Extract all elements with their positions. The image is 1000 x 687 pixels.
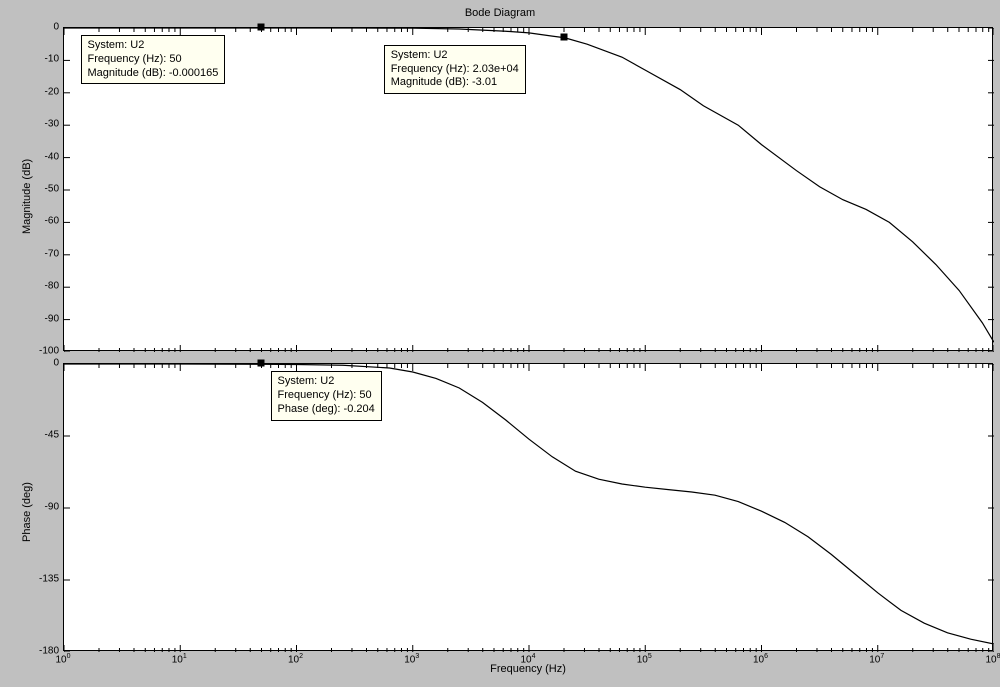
y-tick-label: -10 bbox=[29, 54, 59, 65]
data-cursor-marker[interactable] bbox=[257, 24, 264, 31]
y-tick-label: -50 bbox=[29, 184, 59, 195]
y-tick-label: -90 bbox=[29, 313, 59, 324]
chart-title: Bode Diagram bbox=[3, 7, 997, 19]
y-tick-label: -70 bbox=[29, 248, 59, 259]
y-tick-label: -135 bbox=[29, 574, 59, 585]
y-tick-label: -90 bbox=[29, 502, 59, 513]
y-tick-label: -20 bbox=[29, 86, 59, 97]
data-cursor-tooltip[interactable]: System: U2Frequency (Hz): 2.03e+04Magnit… bbox=[384, 45, 526, 94]
x-tick-label: 103 bbox=[404, 653, 419, 665]
y-tick-label: -60 bbox=[29, 216, 59, 227]
x-tick-label: 105 bbox=[637, 653, 652, 665]
data-cursor-marker[interactable] bbox=[257, 360, 264, 367]
x-tick-label: 101 bbox=[172, 653, 187, 665]
data-cursor-marker[interactable] bbox=[560, 33, 567, 40]
y-tick-label: 0 bbox=[29, 22, 59, 33]
y-tick-label: -40 bbox=[29, 151, 59, 162]
data-cursor-tooltip[interactable]: System: U2Frequency (Hz): 50Magnitude (d… bbox=[81, 35, 226, 84]
x-tick-label: 100 bbox=[55, 653, 70, 665]
y-tick-label: -30 bbox=[29, 119, 59, 130]
y-tick-label: -45 bbox=[29, 430, 59, 441]
data-cursor-tooltip[interactable]: System: U2Frequency (Hz): 50Phase (deg):… bbox=[271, 371, 382, 420]
x-tick-label: 106 bbox=[753, 653, 768, 665]
y-tick-label: 0 bbox=[29, 358, 59, 369]
x-tick-label: 102 bbox=[288, 653, 303, 665]
phase-panel bbox=[63, 363, 993, 651]
bode-figure: Bode Diagram Magnitude (dB) Phase (deg) … bbox=[3, 3, 997, 684]
x-tick-label: 104 bbox=[520, 653, 535, 665]
x-tick-label: 107 bbox=[869, 653, 884, 665]
y-tick-label: -80 bbox=[29, 281, 59, 292]
bode-curve bbox=[64, 364, 994, 644]
y-tick-label: -100 bbox=[29, 346, 59, 357]
x-tick-label: 108 bbox=[985, 653, 1000, 665]
